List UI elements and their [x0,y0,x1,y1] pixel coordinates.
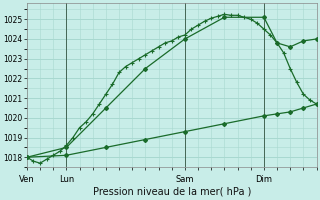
X-axis label: Pression niveau de la mer( hPa ): Pression niveau de la mer( hPa ) [92,187,251,197]
